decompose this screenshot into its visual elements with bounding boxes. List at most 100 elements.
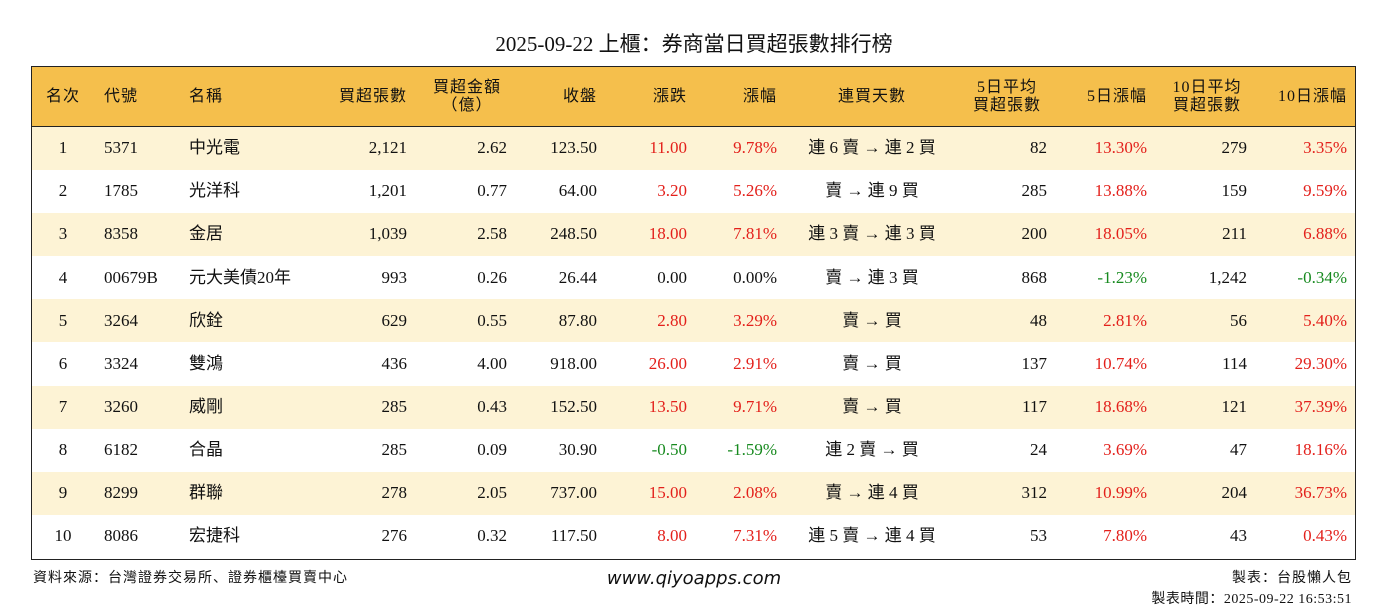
cell: 1 bbox=[58, 138, 68, 158]
cell: 8.00 bbox=[657, 526, 687, 546]
cell: 117 bbox=[1022, 396, 1047, 416]
header-cell: 5日漲幅 bbox=[1086, 87, 1147, 105]
cell: -0.50 bbox=[651, 439, 687, 459]
cell: 5.40% bbox=[1303, 310, 1347, 330]
cell: 868 bbox=[1021, 267, 1048, 287]
cell: 賣 → 連 4 買 bbox=[825, 483, 919, 502]
cell: 276 bbox=[381, 526, 408, 546]
cell: 278 bbox=[381, 483, 408, 502]
table-row: 1 5371 中光電 2,121 2.62 123.50 11.00 9.78% 連 6 賣 →… bbox=[32, 127, 1355, 171]
cell: 24 bbox=[1030, 439, 1047, 459]
cell: 30.90 bbox=[558, 439, 597, 459]
cell: 2.80 bbox=[657, 310, 687, 330]
cell: 114 bbox=[1222, 353, 1247, 373]
cell: 26.00 bbox=[648, 353, 687, 373]
cell: 285 bbox=[381, 439, 408, 459]
cell: 賣 → 買 bbox=[842, 310, 902, 330]
cell: 7 bbox=[58, 396, 68, 416]
cell: 993 bbox=[381, 267, 408, 287]
cell: 285 bbox=[1021, 181, 1048, 201]
cell: 159 bbox=[1221, 181, 1248, 201]
table: 名次 代號 名稱 買超張數 買超金額 （億） 收盤 漲跌 漲幅 連買天數 5日平均 買超張數 5日漲… bbox=[31, 66, 1356, 560]
cell: 3264 bbox=[104, 310, 138, 330]
cell: 8 bbox=[58, 439, 68, 459]
cell: -1.59% bbox=[727, 439, 777, 459]
table-row: 2 1785 光洋科 1,201 0.77 64.00 3.20 5.26% 賣 → 連 9 買… bbox=[32, 170, 1355, 214]
cell: 0.32 bbox=[477, 526, 507, 546]
cell: 6182 bbox=[104, 439, 138, 459]
table-row: 9 8299 群聯 278 2.05 737.00 15.00 2.08% 賣 → 連 4 買 3… bbox=[32, 471, 1355, 515]
cell: 2.05 bbox=[477, 483, 507, 502]
cell: 47 bbox=[1230, 439, 1247, 459]
cell: 金居 bbox=[189, 224, 223, 244]
cell: 3260 bbox=[104, 396, 138, 416]
cell: 18.00 bbox=[648, 224, 687, 244]
cell: 3 bbox=[58, 224, 68, 244]
cell: 2.81% bbox=[1103, 310, 1147, 330]
header-cell: 收盤 bbox=[562, 87, 597, 105]
header-cell: 代號 bbox=[104, 87, 139, 105]
cell: 5371 bbox=[104, 138, 138, 158]
cell: 629 bbox=[381, 310, 408, 330]
cell: 15.00 bbox=[648, 483, 687, 502]
cell: 4 bbox=[58, 267, 68, 287]
table-row: 3 8358 金居 1,039 2.58 248.50 18.00 7.81% 連 3 賣 → … bbox=[32, 213, 1355, 257]
cell: 7.31% bbox=[733, 526, 777, 546]
header-cell: 買超金額 （億） bbox=[432, 78, 501, 114]
table-row: 10 8086 宏捷科 276 0.32 117.50 8.00 7.31% 連 5 賣 → 連… bbox=[32, 514, 1355, 558]
cell: 36.73% bbox=[1294, 483, 1347, 502]
cell: 連 3 賣 → 連 3 買 bbox=[808, 224, 936, 244]
cell: 26.44 bbox=[558, 267, 597, 287]
cell: 3.35% bbox=[1303, 138, 1347, 158]
title: 2025-09-22 上櫃：券商當日買超張數排行榜 bbox=[495, 32, 893, 56]
cell: 123.50 bbox=[550, 138, 597, 158]
table-row: 7 3260 威剛 285 0.43 152.50 13.50 9.71% 賣 → 買 117 18… bbox=[32, 385, 1355, 429]
header-cell: 10日平均 買超張數 bbox=[1172, 78, 1242, 114]
header-cell: 名次 bbox=[45, 87, 80, 105]
cell: 56 bbox=[1230, 310, 1247, 330]
cell: 82 bbox=[1030, 138, 1047, 158]
cell: 00679B bbox=[104, 267, 158, 287]
cell: 2,121 bbox=[368, 138, 407, 158]
cell: 6 bbox=[58, 353, 68, 373]
cell: 29.30% bbox=[1294, 353, 1347, 373]
cell: 賣 → 買 bbox=[842, 353, 902, 373]
cell: 連 6 賣 → 連 2 買 bbox=[808, 138, 936, 158]
cell: 合晶 bbox=[189, 439, 223, 459]
header-cell: 名稱 bbox=[189, 87, 224, 105]
cell: 87.80 bbox=[558, 310, 597, 330]
cell: 欣銓 bbox=[189, 310, 223, 330]
cell: 8086 bbox=[104, 526, 138, 546]
cell: 10.74% bbox=[1094, 353, 1147, 373]
cell: 436 bbox=[381, 353, 408, 373]
cell: 1785 bbox=[104, 181, 138, 201]
header-row: 名次 代號 名稱 買超張數 買超金額 （億） 收盤 漲跌 漲幅 連買天數 5日平均 買超張數 5日漲… bbox=[32, 67, 1355, 127]
table-row: 5 3264 欣銓 629 0.55 87.80 2.80 3.29% 賣 → 買 48 2.81%… bbox=[32, 299, 1355, 343]
cell: 0.55 bbox=[477, 310, 507, 330]
cell: 9.78% bbox=[733, 138, 777, 158]
header-cell: 5日平均 買超張數 bbox=[972, 78, 1041, 114]
cell: 賣 → 連 3 買 bbox=[825, 267, 919, 287]
cell: 0.26 bbox=[477, 267, 507, 287]
cell: 光洋科 bbox=[189, 181, 240, 201]
cell: 雙鴻 bbox=[189, 353, 223, 373]
cell: 18.05% bbox=[1094, 224, 1147, 244]
cell: 2 bbox=[58, 181, 68, 201]
cell: 3.29% bbox=[733, 310, 777, 330]
cell: 18.68% bbox=[1094, 396, 1147, 416]
cell: 7.80% bbox=[1103, 526, 1147, 546]
cell: 元大美債20年 bbox=[189, 267, 291, 287]
cell: 200 bbox=[1021, 224, 1048, 244]
cell: 群聯 bbox=[189, 483, 223, 502]
author: 製表：台股懶人包 bbox=[1232, 571, 1352, 586]
table-row: 8 6182 合晶 285 0.09 30.90 -0.50 -1.59% 連 2 賣 → 買 2… bbox=[32, 428, 1355, 472]
cell: 152.50 bbox=[550, 396, 597, 416]
cell: 連 5 賣 → 連 4 買 bbox=[808, 526, 936, 546]
cell: 0.43 bbox=[477, 396, 507, 416]
cell: 64.00 bbox=[558, 181, 597, 201]
table-row: 6 3324 雙鴻 436 4.00 918.00 26.00 2.91% 賣 → 買 137 10… bbox=[32, 342, 1355, 386]
cell: 37.39% bbox=[1294, 396, 1347, 416]
cell: 0.00% bbox=[733, 267, 777, 287]
site: www.qiyoapps.com bbox=[606, 568, 782, 589]
cell: 0.00 bbox=[657, 267, 687, 287]
